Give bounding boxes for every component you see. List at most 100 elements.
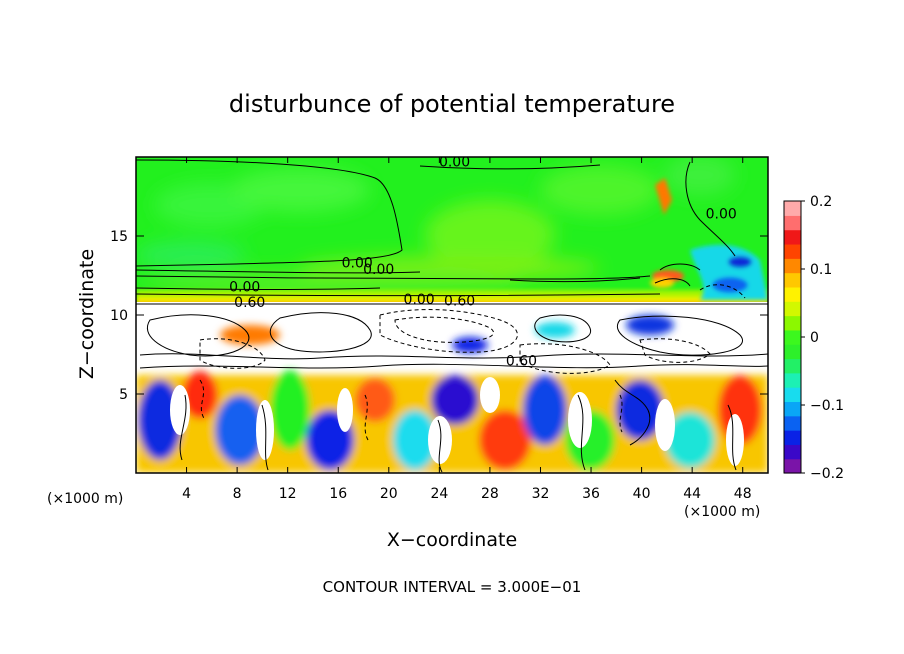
contour-line [437, 419, 443, 473]
contour-line [654, 278, 691, 287]
contour-line [509, 277, 641, 283]
colorbar-swatches [784, 201, 801, 474]
contour-line [136, 293, 661, 296]
y-axis: 5 10 15 [110, 229, 768, 403]
turb-patch [626, 315, 674, 335]
dashed-contour [394, 316, 494, 343]
dashed-contour [619, 394, 623, 433]
turb-patch [452, 337, 488, 353]
x-tick-label: 48 [734, 486, 752, 502]
contour-labels-layer: 0.000.000.000.000.000.60 0.00 0.600.60 [229, 154, 737, 370]
contour-line [614, 379, 651, 446]
colorbar-swatch [784, 258, 801, 274]
turb-patch [431, 375, 479, 425]
contour-line [617, 315, 743, 356]
turb-patch [355, 378, 395, 422]
contour-line [136, 275, 651, 280]
upper-patch [230, 168, 370, 212]
x-tick-label: 44 [683, 486, 701, 502]
turb-patch [523, 375, 567, 445]
contour-label: 0.00 [342, 256, 373, 272]
x-axis: 4 8 12 16 20 24 28 32 36 40 44 48 [182, 157, 752, 502]
contour-interval-note: CONTOUR INTERVAL = 3.000E−01 [323, 578, 582, 596]
anomaly-blob [728, 256, 752, 268]
contour-label: 0.00 [404, 292, 435, 308]
x-unit-right: (×1000 m) [684, 504, 760, 520]
white-core [655, 399, 675, 451]
contour-line [136, 159, 403, 267]
white-core [726, 414, 744, 466]
colorbar-swatch [784, 444, 801, 460]
white-core [568, 392, 592, 448]
contour-label: 0.00 [363, 262, 394, 278]
colorbar-swatch [784, 215, 801, 231]
turb-patch [270, 370, 310, 450]
contour-label: 0.00 [706, 207, 737, 223]
y-tick-label: 5 [119, 387, 128, 403]
dashed-contour [364, 394, 369, 441]
colorbar-swatch [784, 286, 801, 302]
contour-label: 0.00 [439, 154, 470, 170]
x-tick-label: 16 [329, 486, 347, 502]
contour-line [136, 269, 421, 274]
contour-line [269, 312, 372, 353]
colorbar-ticks: 0.2 0.1 0 −0.1 −0.2 [801, 194, 844, 482]
colorbar-tick-label: 0.2 [810, 194, 832, 210]
colorbar-swatch [784, 358, 801, 374]
white-core [170, 385, 190, 435]
anomaly-blob [655, 178, 672, 215]
dashed-contour [519, 343, 611, 374]
band-stripe [136, 297, 768, 302]
contour-label: 0.00 [229, 279, 260, 295]
x-tick-label: 20 [380, 486, 398, 502]
turbulent-white-cores [170, 377, 744, 466]
contour-label: 0.60 [444, 294, 475, 310]
y-axis-label: Z−coordinate [76, 249, 98, 379]
colorbar-swatch [784, 344, 801, 360]
white-core [428, 416, 452, 464]
x-tick-label: 28 [481, 486, 499, 502]
x-tick-label: 40 [633, 486, 651, 502]
contour-line [577, 394, 586, 471]
colorbar-swatch [784, 415, 801, 431]
contour-line [685, 161, 736, 257]
dashed-contours [199, 284, 746, 441]
colorbar: 0.2 0.1 0 −0.1 −0.2 [783, 194, 844, 482]
turb-patch [220, 325, 280, 345]
contour-line [419, 164, 601, 170]
colorbar-swatch [784, 315, 801, 331]
turb-patch [479, 410, 531, 470]
white-core [256, 400, 274, 460]
colorbar-swatch [784, 458, 801, 474]
band-stripe [136, 290, 768, 297]
anomaly-blob [712, 277, 748, 293]
x-tick-label: 4 [182, 486, 191, 502]
x-tick-label: 24 [430, 486, 448, 502]
colorbar-tick-label: −0.1 [810, 398, 844, 414]
x-unit-left: (×1000 m) [47, 491, 123, 507]
contour-line [139, 353, 768, 360]
dashed-contour [199, 338, 266, 369]
dashed-contour [699, 284, 746, 299]
contour-line [727, 404, 737, 471]
turb-patch [393, 410, 437, 470]
upper-patch [425, 200, 555, 270]
colorbar-swatch [784, 301, 801, 317]
x-tick-label: 36 [582, 486, 600, 502]
chart-title: disturbunce of potential temperature [229, 90, 675, 118]
x-tick-label: 12 [279, 486, 297, 502]
colorbar-swatch [784, 401, 801, 417]
plot-frame [135, 156, 769, 474]
x-tick-label: 8 [233, 486, 242, 502]
y-tick-label: 10 [110, 308, 128, 324]
contour-label: 0.60 [506, 354, 537, 370]
turb-patch [215, 395, 265, 465]
colorbar-tick-label: 0 [810, 330, 819, 346]
colorbar-swatch [784, 201, 801, 216]
upper-patch [136, 241, 245, 269]
heatmap-field: 0.000.000.000.000.000.60 0.00 0.600.60 [136, 154, 768, 473]
turb-patch [535, 322, 575, 338]
white-core [337, 388, 353, 432]
x-tick-label: 32 [532, 486, 550, 502]
